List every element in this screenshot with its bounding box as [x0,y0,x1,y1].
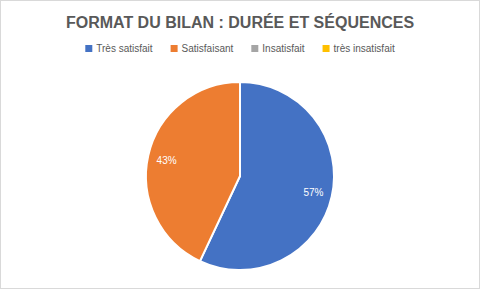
pie-slice [239,82,241,176]
legend-label: Satisfaisant [182,43,234,54]
legend-swatch [251,45,258,52]
legend-label: très insatisfait [334,43,395,54]
legend-item: Très satisfait [85,43,153,54]
chart-border [1,1,480,289]
legend-swatch [85,45,92,52]
chart: FORMAT DU BILAN : DURÉE ET SÉQUENCES Très… [0,0,480,289]
legend-label: Très satisfait [96,43,153,54]
legend-label: Insatisfait [262,43,304,54]
data-labels: 57% 43% [157,155,324,199]
title: FORMAT DU BILAN : DURÉE ET SÉQUENCES [66,13,414,31]
legend-item: Insatisfait [251,43,304,54]
pie-slice [239,82,241,176]
legend-swatch [171,45,178,52]
pie-slice [146,82,240,261]
legend-item: très insatisfait [323,43,395,54]
pie [146,82,334,270]
legend-item: Satisfaisant [171,43,234,54]
legend-swatch [323,45,330,52]
data-label: 57% [303,187,323,198]
data-label: 43% [157,155,177,166]
legend: Très satisfait Satisfaisant Insatisfait trè… [85,43,395,54]
